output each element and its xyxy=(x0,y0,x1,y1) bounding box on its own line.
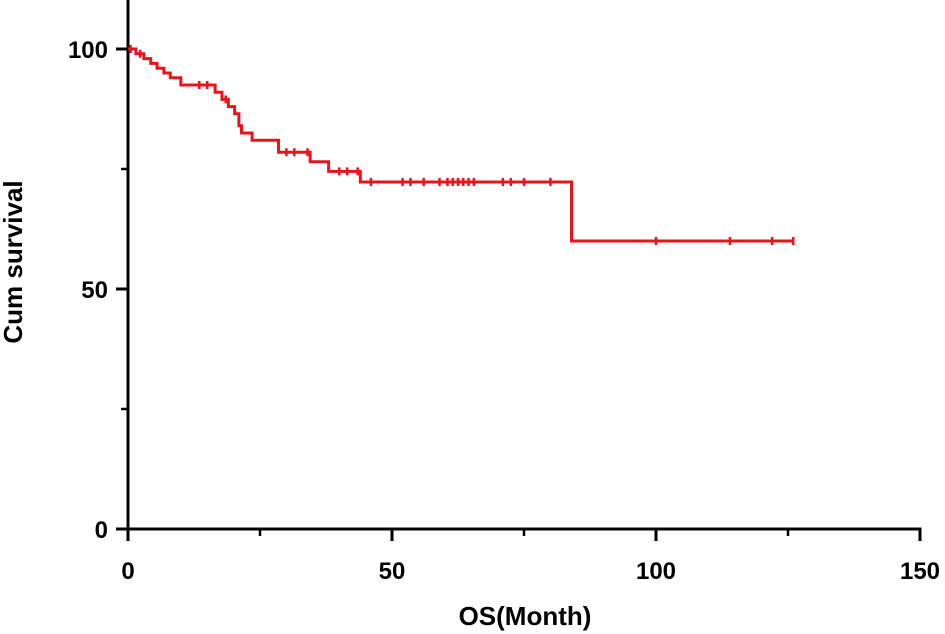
x-tick-label: 100 xyxy=(636,558,676,585)
axes: 0 50 100 150 0 50 100 xyxy=(68,0,940,585)
y-tick-label: 0 xyxy=(95,517,108,544)
x-tick-label: 0 xyxy=(121,558,134,585)
x-tick-label: 150 xyxy=(900,558,940,585)
y-tick-label: 100 xyxy=(68,37,108,64)
y-tick-label: 50 xyxy=(81,277,108,304)
y-axis-title: Cum survival xyxy=(0,180,28,343)
x-axis-title: OS(Month) xyxy=(459,601,592,631)
survival-curve xyxy=(128,47,794,243)
plot-area xyxy=(128,45,795,245)
x-tick-label: 50 xyxy=(379,558,406,585)
